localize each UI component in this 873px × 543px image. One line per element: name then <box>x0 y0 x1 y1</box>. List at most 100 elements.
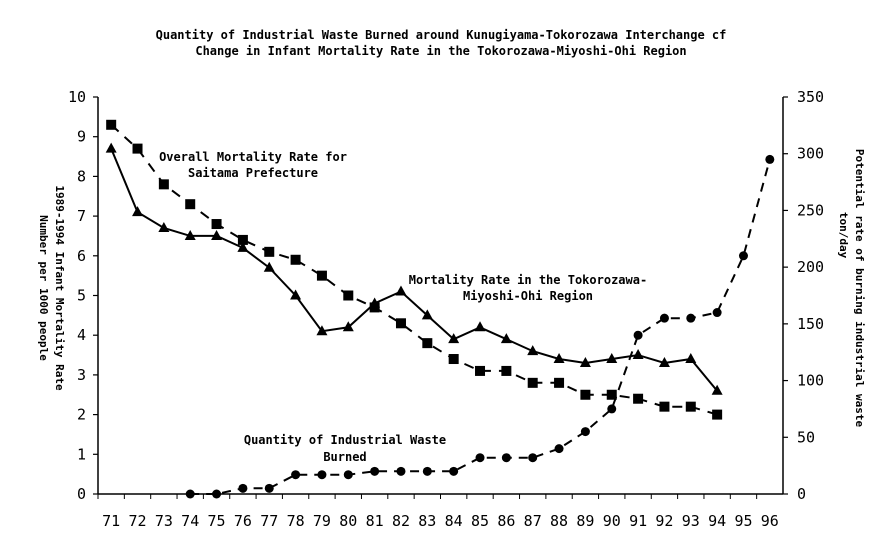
left-axis-label-line-2: Number per 1000 people <box>37 215 50 361</box>
annotation-waste-line-2: Burned <box>323 450 366 464</box>
right-tick-label: 200 <box>797 258 824 276</box>
data-point-square <box>501 365 512 376</box>
data-point-square <box>316 270 327 281</box>
data-point-square <box>343 290 354 301</box>
data-point-triangle <box>105 142 117 153</box>
chart-title-line-2: Change in Infant Mortality Rate in the T… <box>195 44 686 58</box>
data-point-triangle <box>158 222 170 233</box>
data-point-square <box>685 401 696 412</box>
x-tick-label: 84 <box>445 512 463 530</box>
data-point-square <box>290 254 301 265</box>
data-point-triangle <box>132 206 144 217</box>
data-point-square <box>659 401 670 412</box>
data-point-circle <box>528 453 538 463</box>
left-tick-label: 8 <box>77 167 86 185</box>
data-point-circle <box>712 308 722 318</box>
data-point-triangle <box>474 321 486 332</box>
series-line <box>110 148 718 392</box>
right-tick-label: 350 <box>797 88 824 106</box>
data-point-circle <box>501 453 511 463</box>
data-point-circle <box>264 483 274 493</box>
left-tick-label: 4 <box>77 326 86 344</box>
data-point-triangle <box>421 309 433 320</box>
right-tick-label: 150 <box>797 315 824 333</box>
data-point-triangle <box>658 356 670 367</box>
data-point-circle <box>370 466 380 476</box>
data-point-circle <box>238 483 248 493</box>
x-tick-label: 74 <box>181 512 199 530</box>
data-point-triangle <box>237 241 249 252</box>
left-tick-label: 2 <box>77 406 86 424</box>
data-point-circle <box>449 466 459 476</box>
data-point-square <box>712 409 723 420</box>
data-point-square <box>185 199 196 210</box>
left-tick-label: 5 <box>77 287 86 305</box>
right-tick-label: 0 <box>797 485 806 503</box>
data-point-circle <box>633 330 643 340</box>
data-point-triangle <box>553 353 565 364</box>
data-point-circle <box>185 489 195 499</box>
data-point-circle <box>765 154 775 164</box>
data-point-triangle <box>263 261 275 272</box>
x-tick-label: 80 <box>339 512 357 530</box>
series-1 <box>105 142 723 395</box>
x-tick-label: 79 <box>313 512 331 530</box>
data-point-circle <box>738 251 748 261</box>
data-point-circle <box>422 466 432 476</box>
data-point-triangle <box>527 345 539 356</box>
x-tick-label: 91 <box>629 512 647 530</box>
data-point-square <box>554 377 565 388</box>
left-tick-label: 0 <box>77 485 86 503</box>
data-point-triangle <box>579 356 591 367</box>
data-point-square <box>475 365 486 376</box>
data-point-triangle <box>395 285 407 296</box>
data-point-circle <box>580 427 590 437</box>
data-point-circle <box>317 470 327 480</box>
data-point-circle <box>475 453 485 463</box>
data-point-square <box>395 318 406 329</box>
data-point-triangle <box>448 333 460 344</box>
data-point-square <box>211 219 222 230</box>
chart-title-line-1: Quantity of Industrial Waste Burned arou… <box>156 28 727 42</box>
data-point-triangle <box>500 333 512 344</box>
x-tick-label: 72 <box>128 512 146 530</box>
data-point-circle <box>686 313 696 323</box>
annotation-tokorozawa-line-1: Mortality Rate in the Tokorozawa- <box>409 273 647 287</box>
x-tick-label: 78 <box>287 512 305 530</box>
left-tick-label: 9 <box>77 128 86 146</box>
x-tick-label: 77 <box>260 512 278 530</box>
data-point-circle <box>343 470 353 480</box>
annotation-overall-line-2: Saitama Prefecture <box>188 166 318 180</box>
x-tick-label: 95 <box>734 512 752 530</box>
data-point-square <box>237 234 248 245</box>
left-tick-label: 1 <box>77 445 86 463</box>
x-tick-label: 83 <box>418 512 436 530</box>
series-0 <box>106 119 723 420</box>
left-tick-label: 6 <box>77 247 86 265</box>
x-tick-label: 92 <box>655 512 673 530</box>
data-point-triangle <box>711 384 723 395</box>
data-point-triangle <box>685 353 697 364</box>
data-point-square <box>448 354 459 365</box>
x-tick-label: 86 <box>497 512 515 530</box>
series-2 <box>185 154 775 499</box>
data-point-circle <box>291 470 301 480</box>
x-tick-label: 93 <box>682 512 700 530</box>
right-tick-label: 300 <box>797 145 824 163</box>
x-tick-label: 90 <box>603 512 621 530</box>
data-point-triangle <box>184 229 196 240</box>
x-tick-label: 96 <box>761 512 779 530</box>
x-tick-label: 87 <box>524 512 542 530</box>
right-axis-label-line-1: Potential rate of burning industrial was… <box>853 149 866 428</box>
data-point-square <box>158 179 169 190</box>
data-point-square <box>264 246 275 257</box>
data-point-square <box>580 389 591 400</box>
right-tick-label: 100 <box>797 372 824 390</box>
right-tick-label: 50 <box>797 428 815 446</box>
annotation-overall-line-1: Overall Mortality Rate for <box>159 150 347 164</box>
data-point-triangle <box>342 321 354 332</box>
data-point-square <box>633 393 644 404</box>
data-point-square <box>422 338 433 349</box>
left-tick-label: 10 <box>68 88 86 106</box>
